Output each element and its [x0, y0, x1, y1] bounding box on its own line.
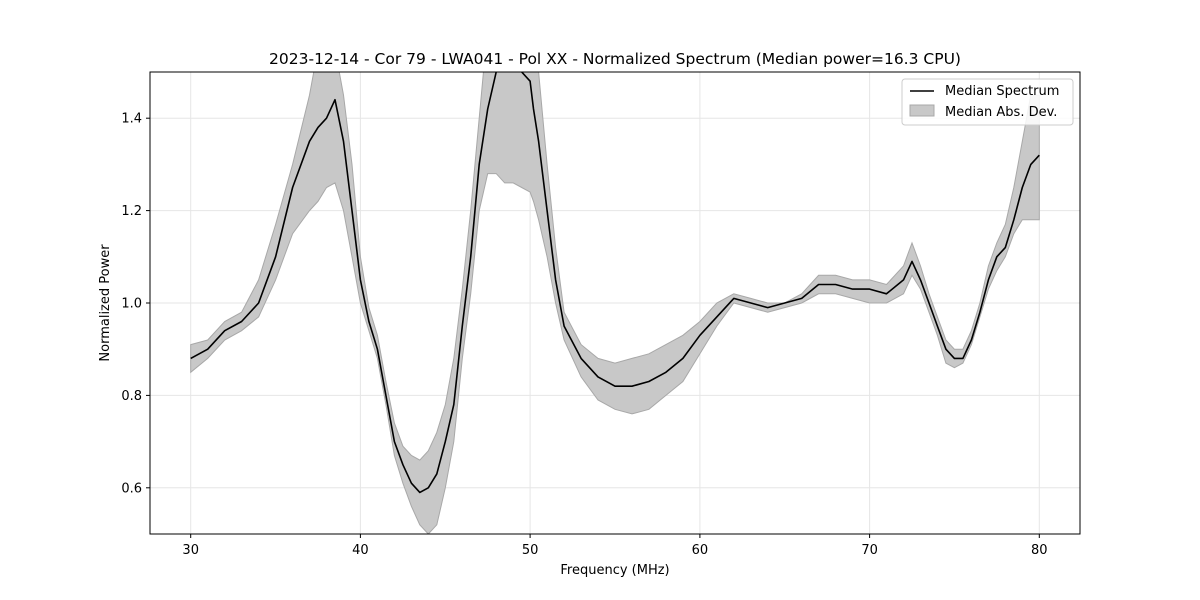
legend-band-swatch [909, 104, 935, 117]
median-spectrum-line [190, 72, 1040, 494]
median-abs-dev-band [190, 72, 1040, 534]
x-tick-label: 70 [861, 543, 878, 558]
y-tick-label: 1.2 [121, 204, 142, 219]
x-tick-label: 50 [522, 543, 539, 558]
y-tick-label: 0.6 [121, 481, 142, 496]
legend: Median Spectrum Median Abs. Dev. [901, 78, 1074, 126]
plot-area [190, 72, 1040, 534]
x-tick-label: 80 [1031, 543, 1048, 558]
y-tick-label: 1.0 [121, 297, 142, 312]
y-axis-ticks: 0.6 0.8 1.0 1.2 1.4 [121, 112, 150, 496]
x-tick-label: 30 [182, 543, 199, 558]
y-tick-label: 1.4 [121, 112, 142, 127]
legend-label-median-abs-dev: Median Abs. Dev. [945, 105, 1057, 120]
grid-lines [150, 72, 1080, 534]
x-axis-ticks: 30 40 50 60 70 80 [182, 534, 1048, 558]
legend-box [901, 78, 1074, 126]
legend-label-median-spectrum: Median Spectrum [945, 84, 1059, 99]
y-axis-label: Normalized Power [98, 244, 113, 362]
x-axis-label: Frequency (MHz) [560, 563, 669, 578]
x-tick-label: 40 [352, 543, 369, 558]
y-tick-label: 0.8 [121, 389, 142, 404]
x-tick-label: 60 [692, 543, 709, 558]
chart-title: 2023-12-14 - Cor 79 - LWA041 - Pol XX - … [269, 50, 961, 68]
